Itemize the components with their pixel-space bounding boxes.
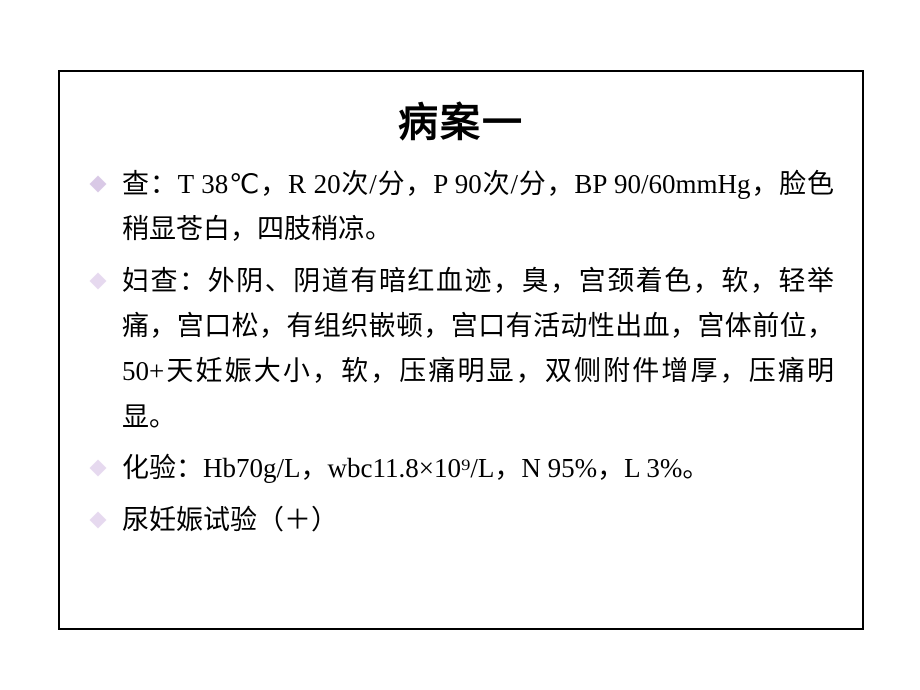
list-item: 化验：Hb70g/L，wbc11.8×10⁹/L，N 95%，L 3%。 [88, 446, 834, 491]
content-frame: 病案一 查：T 38℃，R 20次/分，P 90次/分，BP 90/60mmHg… [58, 70, 864, 630]
list-item: 尿妊娠试验（＋） [88, 498, 834, 543]
slide: 病案一 查：T 38℃，R 20次/分，P 90次/分，BP 90/60mmHg… [0, 0, 920, 690]
list-item: 妇查：外阴、阴道有暗红血迹，臭，宫颈着色，软，轻举痛，宫口松，有组织嵌顿，宫口有… [88, 259, 834, 440]
slide-title: 病案一 [88, 90, 834, 148]
bullet-list: 查：T 38℃，R 20次/分，P 90次/分，BP 90/60mmHg，脸色稍… [88, 162, 834, 543]
list-item: 查：T 38℃，R 20次/分，P 90次/分，BP 90/60mmHg，脸色稍… [88, 162, 834, 253]
